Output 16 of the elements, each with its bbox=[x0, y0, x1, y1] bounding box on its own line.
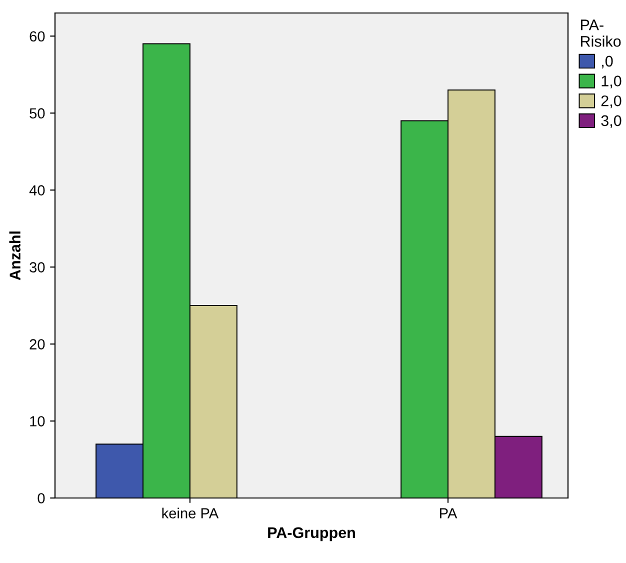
y-tick-label: 40 bbox=[29, 185, 45, 196]
y-tick-label: 10 bbox=[30, 416, 45, 426]
legend-title: PA- Risiko bbox=[581, 20, 621, 47]
x-axis-title: PA-Gruppen bbox=[268, 527, 355, 542]
x-tick-label: keine PA bbox=[162, 508, 219, 518]
y-tick-label: 30 bbox=[30, 262, 45, 272]
y-tick-label: 0 bbox=[38, 493, 45, 504]
legend-label: 1,0 bbox=[602, 76, 622, 88]
legend-label: 3,0 bbox=[601, 115, 622, 128]
y-tick-label: 60 bbox=[30, 31, 45, 42]
y-tick-label: 20 bbox=[30, 339, 45, 350]
y-tick-label: 50 bbox=[30, 108, 45, 119]
legend-label: 2,0 bbox=[601, 95, 622, 108]
x-tick-label: PA bbox=[440, 508, 458, 518]
legend-label: ,0 bbox=[602, 56, 613, 68]
y-axis-title: Anzahl bbox=[9, 232, 20, 280]
